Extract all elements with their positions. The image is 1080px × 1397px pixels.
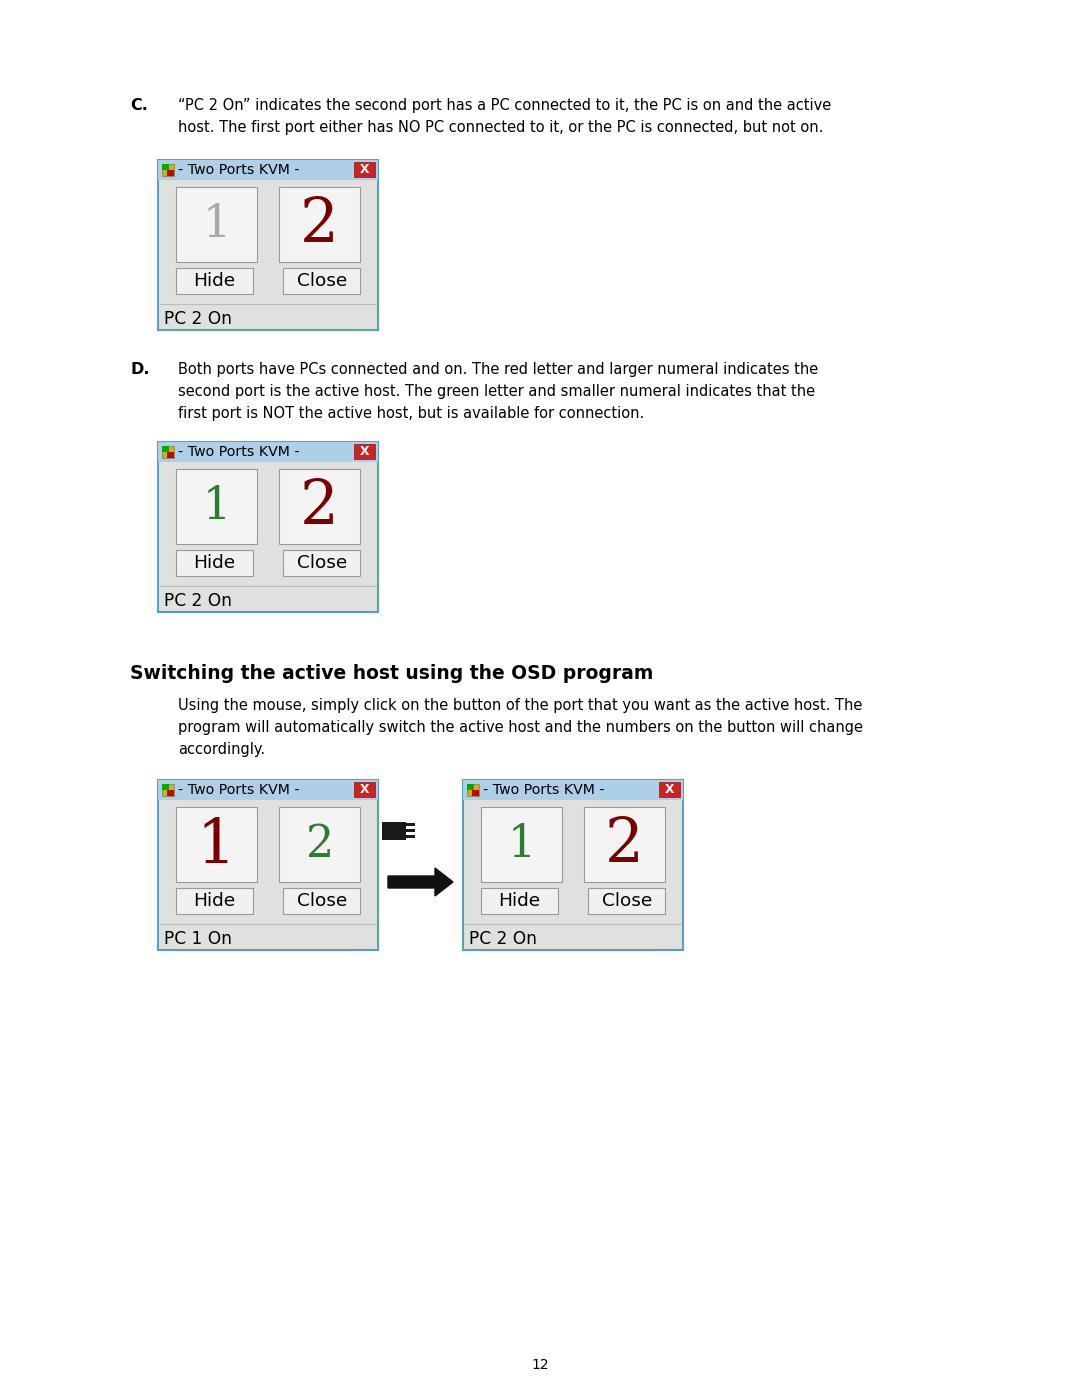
Text: PC 2 On: PC 2 On bbox=[469, 930, 537, 949]
Bar bbox=[283, 268, 361, 293]
Text: - Two Ports KVM -: - Two Ports KVM - bbox=[178, 163, 300, 177]
Text: first port is NOT the active host, but is available for connection.: first port is NOT the active host, but i… bbox=[178, 407, 645, 420]
Bar bbox=[162, 163, 174, 176]
Text: X: X bbox=[360, 446, 369, 458]
Bar bbox=[406, 835, 415, 838]
Bar bbox=[176, 807, 257, 883]
Text: D.: D. bbox=[130, 362, 149, 377]
Bar bbox=[589, 888, 665, 914]
Text: PC 2 On: PC 2 On bbox=[164, 592, 232, 610]
Text: - Two Ports KVM -: - Two Ports KVM - bbox=[178, 782, 300, 796]
Text: Using the mouse, simply click on the button of the port that you want as the act: Using the mouse, simply click on the but… bbox=[178, 698, 862, 712]
Bar bbox=[158, 441, 378, 612]
Text: C.: C. bbox=[130, 98, 148, 113]
Text: Close: Close bbox=[297, 893, 347, 909]
Bar bbox=[584, 807, 665, 883]
Bar bbox=[158, 780, 378, 799]
Bar bbox=[406, 828, 415, 833]
Text: second port is the active host. The green letter and smaller numeral indicates t: second port is the active host. The gree… bbox=[178, 384, 815, 400]
Text: 2: 2 bbox=[306, 823, 334, 866]
Bar bbox=[162, 446, 168, 453]
Text: Hide: Hide bbox=[193, 555, 235, 573]
Text: accordingly.: accordingly. bbox=[178, 742, 265, 757]
Text: X: X bbox=[360, 784, 369, 796]
Bar bbox=[176, 469, 257, 545]
Text: Hide: Hide bbox=[498, 893, 540, 909]
Text: program will automatically switch the active host and the numbers on the button : program will automatically switch the ac… bbox=[178, 719, 863, 735]
Text: Switching the active host using the OSD program: Switching the active host using the OSD … bbox=[130, 664, 653, 683]
Bar bbox=[167, 789, 174, 796]
Bar bbox=[176, 888, 253, 914]
Bar bbox=[158, 161, 378, 330]
Text: Both ports have PCs connected and on. The red letter and larger numeral indicate: Both ports have PCs connected and on. Th… bbox=[178, 362, 819, 377]
Text: - Two Ports KVM -: - Two Ports KVM - bbox=[178, 444, 300, 458]
Bar bbox=[162, 784, 168, 791]
Text: Close: Close bbox=[602, 893, 652, 909]
Text: host. The first port either has NO PC connected to it, or the PC is connected, b: host. The first port either has NO PC co… bbox=[178, 120, 823, 136]
Bar bbox=[467, 784, 474, 791]
Text: 2: 2 bbox=[605, 814, 644, 875]
Bar bbox=[162, 165, 168, 170]
Text: PC 2 On: PC 2 On bbox=[164, 310, 232, 328]
Text: Hide: Hide bbox=[193, 893, 235, 909]
Text: 1: 1 bbox=[202, 203, 230, 246]
Bar bbox=[279, 807, 361, 883]
Bar bbox=[472, 789, 478, 796]
Bar bbox=[167, 451, 174, 458]
Bar bbox=[406, 823, 415, 826]
Text: Close: Close bbox=[297, 272, 347, 291]
Text: - Two Ports KVM -: - Two Ports KVM - bbox=[483, 782, 605, 796]
Polygon shape bbox=[388, 868, 453, 895]
Bar bbox=[279, 187, 361, 263]
Text: Close: Close bbox=[297, 555, 347, 573]
Bar bbox=[354, 444, 375, 460]
Bar bbox=[176, 187, 257, 263]
Bar bbox=[167, 170, 174, 176]
Text: PC 1 On: PC 1 On bbox=[164, 930, 232, 949]
Text: 2: 2 bbox=[300, 194, 339, 254]
Bar bbox=[354, 782, 375, 798]
Bar bbox=[279, 469, 361, 545]
Bar bbox=[158, 161, 378, 180]
Text: 12: 12 bbox=[531, 1358, 549, 1372]
Bar bbox=[467, 784, 480, 796]
Text: 2: 2 bbox=[300, 476, 339, 536]
Bar bbox=[176, 268, 253, 293]
Bar bbox=[463, 780, 683, 799]
Bar bbox=[481, 888, 558, 914]
Bar bbox=[660, 782, 680, 798]
Text: 1: 1 bbox=[508, 823, 536, 866]
Bar bbox=[481, 807, 562, 883]
Text: X: X bbox=[360, 163, 369, 176]
Text: “PC 2 On” indicates the second port has a PC connected to it, the PC is on and t: “PC 2 On” indicates the second port has … bbox=[178, 98, 832, 113]
Bar bbox=[158, 441, 378, 461]
Bar bbox=[162, 784, 174, 796]
Bar bbox=[176, 550, 253, 576]
Text: 1: 1 bbox=[202, 485, 230, 528]
Bar bbox=[354, 162, 375, 177]
Bar bbox=[158, 780, 378, 950]
Bar bbox=[283, 888, 361, 914]
Text: X: X bbox=[665, 784, 675, 796]
Text: 1: 1 bbox=[197, 814, 235, 875]
Text: Hide: Hide bbox=[193, 272, 235, 291]
Bar bbox=[382, 821, 406, 840]
Bar bbox=[463, 780, 683, 950]
Bar bbox=[162, 446, 174, 458]
Bar bbox=[283, 550, 361, 576]
